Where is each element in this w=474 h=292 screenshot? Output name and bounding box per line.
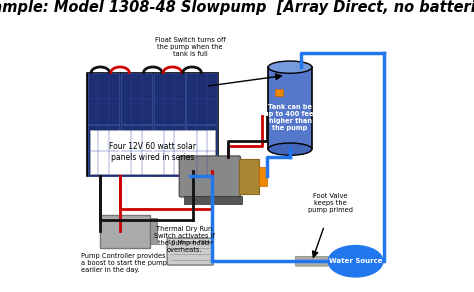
FancyBboxPatch shape <box>88 73 119 124</box>
FancyBboxPatch shape <box>186 125 218 176</box>
FancyBboxPatch shape <box>275 89 283 96</box>
Text: Pump Controller provides
a boost to start the pump
earlier in the day.: Pump Controller provides a boost to star… <box>81 253 167 273</box>
Text: Four 12V 60 watt solar
panels wired in series: Four 12V 60 watt solar panels wired in s… <box>109 142 196 162</box>
FancyBboxPatch shape <box>154 125 184 176</box>
Text: Thermal Dry Run
Switch activates if
the pump head
overheats.: Thermal Dry Run Switch activates if the … <box>154 226 214 253</box>
Text: Float Switch turns off
the pump when the
tank is full: Float Switch turns off the pump when the… <box>155 37 226 57</box>
FancyBboxPatch shape <box>239 159 259 194</box>
Text: Water Source: Water Source <box>329 258 383 264</box>
FancyBboxPatch shape <box>259 167 267 186</box>
Ellipse shape <box>268 61 312 73</box>
FancyBboxPatch shape <box>121 73 152 124</box>
FancyBboxPatch shape <box>186 73 218 124</box>
Ellipse shape <box>268 143 312 155</box>
FancyBboxPatch shape <box>121 125 152 176</box>
FancyBboxPatch shape <box>150 218 157 244</box>
FancyBboxPatch shape <box>268 67 312 149</box>
FancyBboxPatch shape <box>154 73 184 124</box>
FancyBboxPatch shape <box>295 256 328 266</box>
Text: Foot Valve
keeps the
pump primed: Foot Valve keeps the pump primed <box>308 193 353 213</box>
Text: 10 Micron Filter: 10 Micron Filter <box>168 240 213 245</box>
FancyBboxPatch shape <box>87 73 219 176</box>
FancyBboxPatch shape <box>91 130 215 174</box>
FancyBboxPatch shape <box>100 215 150 248</box>
Ellipse shape <box>328 245 383 278</box>
Text: Example: Model 1308-48 Slowpump  [Array Direct, no batteries]: Example: Model 1308-48 Slowpump [Array D… <box>0 0 474 15</box>
FancyBboxPatch shape <box>167 238 213 265</box>
FancyBboxPatch shape <box>88 125 119 176</box>
FancyBboxPatch shape <box>184 196 242 204</box>
FancyBboxPatch shape <box>168 239 212 245</box>
FancyBboxPatch shape <box>179 156 240 197</box>
Text: Tank can be
up to 400 feet
higher than
the pump: Tank can be up to 400 feet higher than t… <box>264 105 316 131</box>
